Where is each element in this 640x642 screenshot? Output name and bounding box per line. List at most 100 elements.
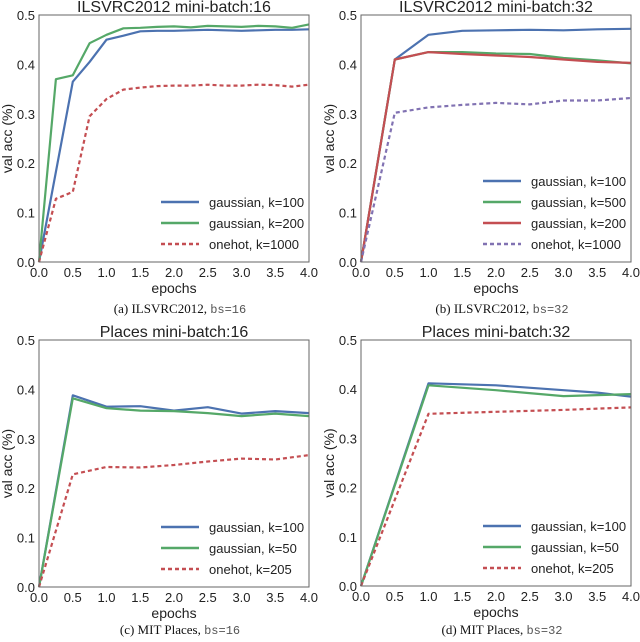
x-tick-label: 3.5	[588, 265, 606, 280]
y-tick-label: 0.1	[339, 206, 357, 221]
x-tick-label: 3.5	[266, 265, 284, 280]
y-tick-label: 0.0	[339, 579, 357, 594]
x-tick-label: 3.0	[554, 265, 572, 280]
x-tick-label: 4.0	[622, 265, 640, 280]
x-tick-label: 1.0	[419, 265, 437, 280]
y-tick-label: 0.3	[339, 431, 357, 446]
legend-label: gaussian, k=200	[531, 216, 626, 231]
caption-code: bs=32	[533, 303, 569, 317]
y-tick-label: 0.1	[17, 206, 35, 221]
y-axis-label: val acc (%)	[0, 429, 15, 498]
x-tick-label: 0.5	[386, 265, 404, 280]
legend-label: gaussian, k=100	[209, 520, 304, 535]
x-tick-label: 2.0	[165, 265, 183, 280]
caption-text: (a) ILSVRC2012,	[114, 301, 210, 316]
legend-label: gaussian, k=100	[531, 174, 626, 189]
chart-title: ILSVRC2012 mini-batch:16	[77, 0, 271, 16]
x-tick-label: 0.0	[30, 265, 48, 280]
x-tick-label: 2.5	[521, 589, 539, 604]
x-tick-label: 1.0	[97, 590, 115, 605]
y-tick-label: 0.3	[17, 107, 35, 122]
y-tick-label: 0.2	[17, 156, 35, 171]
series-line	[359, 406, 632, 587]
y-tick-label: 0.0	[17, 580, 35, 595]
caption-text: (b) ILSVRC2012,	[435, 301, 532, 316]
x-axis-label: epochs	[151, 280, 196, 296]
legend-label: onehot, k=1000	[531, 237, 621, 252]
legend-label: gaussian, k=200	[209, 216, 304, 231]
caption-text: (d) MIT Places,	[442, 622, 527, 637]
subplot-caption: (c) MIT Places, bs=16	[120, 622, 240, 638]
x-tick-label: 4.0	[300, 265, 318, 280]
x-tick-label: 0.5	[64, 590, 82, 605]
caption-code: bs=16	[204, 624, 240, 638]
plot-frame	[38, 14, 310, 263]
y-tick-label: 0.4	[17, 57, 35, 72]
legend-label: gaussian, k=100	[209, 195, 304, 210]
series-line	[359, 382, 632, 587]
series-line	[37, 23, 310, 263]
x-tick-label: 2.5	[521, 265, 539, 280]
y-tick-label: 0.4	[17, 382, 35, 397]
x-tick-label: 1.5	[453, 589, 471, 604]
legend: gaussian, k=100 gaussian, k=50 onehot, k=2…	[483, 519, 626, 576]
x-tick-label: 1.0	[97, 265, 115, 280]
plot-frame	[360, 339, 632, 587]
y-tick-label: 0.1	[339, 530, 357, 545]
chart-title: Places mini-batch:32	[422, 324, 571, 341]
subplot-0: ILSVRC2012 mini-batch:16 0.0 0.5 1.0 1.5 2.0 2…	[0, 0, 318, 317]
series-line	[37, 394, 310, 588]
series-line	[359, 384, 632, 587]
y-tick-label: 0.4	[339, 382, 357, 397]
x-tick-label: 4.0	[622, 589, 640, 604]
y-tick-label: 0.4	[339, 57, 357, 72]
y-tick-label: 0.2	[339, 481, 357, 496]
x-tick-label: 0.0	[352, 589, 370, 604]
x-tick-label: 3.0	[554, 589, 572, 604]
legend: gaussian, k=100 gaussian, k=50 onehot, k=2…	[161, 520, 304, 577]
caption-code: bs=32	[526, 624, 562, 638]
caption-code: bs=16	[210, 303, 246, 317]
subplot-caption: (d) MIT Places, bs=32	[442, 622, 563, 638]
legend-label: gaussian, k=100	[531, 519, 626, 534]
legend-label: onehot, k=205	[531, 561, 614, 576]
x-tick-label: 3.5	[588, 589, 606, 604]
caption-text: (c) MIT Places,	[120, 622, 204, 637]
y-axis-label: val acc (%)	[321, 104, 337, 173]
chart-title: ILSVRC2012 mini-batch:32	[399, 0, 593, 16]
y-tick-label: 0.1	[17, 531, 35, 546]
legend: gaussian, k=100 gaussian, k=200 onehot, k=…	[161, 195, 304, 252]
series-line	[37, 28, 310, 263]
x-axis-label: epochs	[151, 605, 196, 621]
y-tick-label: 0.3	[17, 432, 35, 447]
x-tick-label: 2.0	[487, 265, 505, 280]
series-line	[359, 96, 632, 263]
legend-label: gaussian, k=50	[531, 540, 619, 555]
x-tick-label: 1.5	[131, 265, 149, 280]
x-tick-label: 1.5	[453, 265, 471, 280]
y-tick-label: 0.2	[339, 156, 357, 171]
series-line	[359, 27, 632, 263]
x-axis-label: epochs	[473, 280, 518, 296]
x-tick-label: 2.0	[487, 589, 505, 604]
legend-label: onehot, k=205	[209, 562, 292, 577]
x-tick-label: 0.5	[386, 589, 404, 604]
y-tick-label: 0.5	[17, 333, 35, 348]
x-tick-label: 0.0	[352, 265, 370, 280]
subplot-caption: (a) ILSVRC2012, bs=16	[114, 301, 246, 317]
chart-title: Places mini-batch:16	[100, 324, 249, 341]
x-tick-label: 1.0	[419, 589, 437, 604]
subplot-caption: (b) ILSVRC2012, bs=32	[435, 301, 568, 317]
series-line	[37, 397, 310, 588]
x-tick-label: 3.5	[266, 590, 284, 605]
y-tick-label: 0.5	[339, 333, 357, 348]
y-tick-label: 0.5	[339, 8, 357, 23]
series-line	[359, 50, 632, 263]
x-tick-label: 4.0	[300, 590, 318, 605]
x-tick-label: 2.0	[165, 590, 183, 605]
x-tick-label: 3.0	[232, 590, 250, 605]
legend: gaussian, k=100 gaussian, k=500 gaussian, …	[483, 174, 626, 252]
y-axis-label: val acc (%)	[321, 428, 337, 497]
x-tick-label: 1.5	[131, 590, 149, 605]
